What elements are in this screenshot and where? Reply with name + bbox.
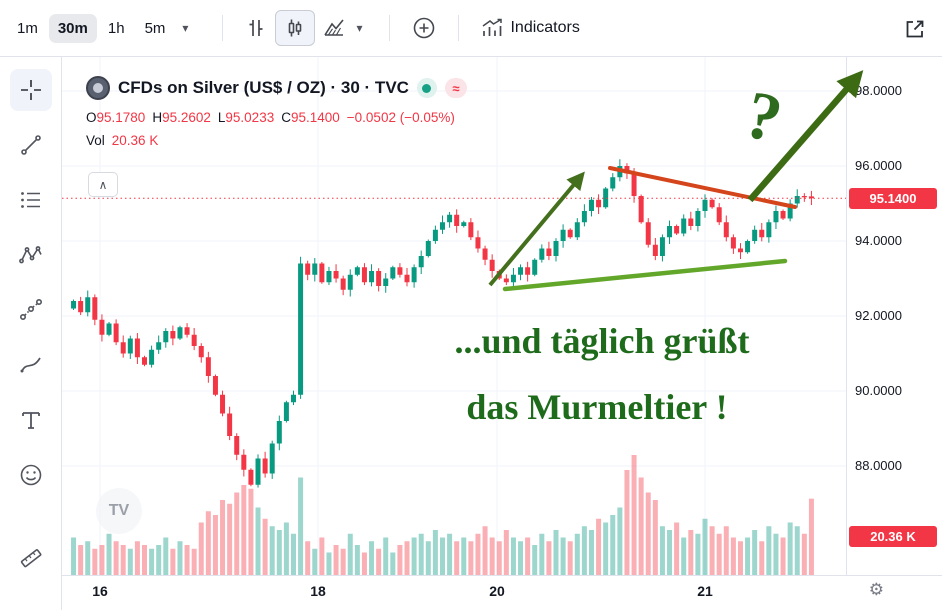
annotation-text-line2[interactable]: das Murmeltier ! — [466, 387, 727, 427]
current-volume-badge: 20.36 K — [849, 526, 937, 547]
current-price-badge: 95.1400 — [849, 188, 937, 209]
emoji-tool[interactable] — [10, 454, 52, 496]
price-label: 88.0000 — [855, 458, 902, 473]
symbol-logo-icon — [86, 76, 110, 100]
open-label: O — [86, 110, 97, 125]
smiley-icon — [20, 464, 41, 486]
low-label: L — [217, 110, 226, 125]
price-label: 98.0000 — [855, 83, 902, 98]
pattern-xabcd-tool[interactable] — [10, 234, 52, 276]
tradingview-logo-icon: TV — [108, 502, 130, 519]
volume-value: 20.36 K — [111, 133, 159, 148]
price-label: 90.0000 — [855, 383, 902, 398]
bar-style-button[interactable] — [237, 11, 275, 45]
chevron-up-icon: ∧ — [98, 177, 108, 192]
toolbar-separator — [389, 15, 391, 41]
crosshair-tool[interactable] — [9, 69, 52, 111]
annotation-resistance-trendline[interactable] — [608, 166, 797, 209]
change-value: −0.0502 (−0.05%) — [346, 110, 455, 125]
high-value: 95.2602 — [162, 110, 211, 125]
bars-style-icon — [249, 20, 263, 36]
crosshair-icon — [20, 80, 41, 100]
timeframe-5m-button[interactable]: 5m — [136, 14, 175, 43]
zigzag-pattern-icon — [18, 246, 42, 264]
market-status-badge[interactable] — [416, 78, 437, 98]
ohlc-row: O95.1780 H95.2602 L95.0233 C95.1400 −0.0… — [86, 110, 467, 125]
axis-settings-button[interactable]: ⚙ — [869, 580, 884, 600]
chart-legend: CFDs on Silver (US$ / OZ) · 30 · TVC ≈ O… — [86, 76, 467, 148]
price-label: 94.0000 — [855, 233, 902, 248]
volume-label: Vol — [86, 133, 105, 148]
time-axis[interactable]: 16 18 20 21 ⚙ — [62, 575, 942, 610]
time-label: 21 — [697, 583, 713, 599]
timeframe-30m-button[interactable]: 30m — [48, 13, 97, 43]
share-button[interactable] — [898, 12, 932, 49]
annotation-question-mark[interactable]: ? — [738, 75, 789, 157]
close-value: 95.1400 — [290, 110, 340, 125]
time-label: 18 — [310, 583, 326, 599]
fib-lines-tool[interactable] — [10, 179, 52, 221]
annotation-support-trendline[interactable] — [502, 258, 788, 292]
timeframe-chevron-down-icon[interactable]: ▾ — [176, 17, 194, 39]
trendline-tool[interactable] — [10, 124, 52, 166]
plus-circle-icon — [414, 17, 435, 39]
area-style-chevron-down-icon: ▾ — [356, 21, 363, 35]
high-label: H — [152, 110, 163, 125]
price-label: 96.0000 — [855, 158, 902, 173]
area-hatched-style-icon — [324, 19, 345, 36]
time-label: 16 — [92, 583, 108, 599]
price-label: 92.0000 — [855, 308, 902, 323]
timeframe-1m-button[interactable]: 1m — [8, 14, 47, 43]
add-symbol-button[interactable] — [404, 10, 444, 46]
dotted-projection-icon — [19, 298, 42, 320]
indicators-button[interactable]: Indicators — [473, 11, 586, 45]
volume-row: Vol 20.36 K — [86, 133, 467, 148]
open-value: 95.1780 — [96, 110, 146, 125]
text-icon — [21, 412, 40, 429]
volume-bars-layer — [71, 455, 814, 575]
close-label: C — [281, 110, 291, 125]
drawings-layer: ? ...und täglich grüßt das Murmeltier ! — [454, 70, 864, 427]
status-dot-icon — [422, 83, 432, 93]
ruler-icon — [20, 549, 41, 568]
toolbar-separator — [222, 15, 224, 41]
area-style-button[interactable]: ▾ — [315, 11, 375, 45]
brush-icon — [20, 357, 41, 373]
trendline-icon — [20, 135, 41, 155]
symbol-title[interactable]: CFDs on Silver (US$ / OZ) · 30 · TVC — [118, 78, 409, 97]
ruler-tool[interactable] — [10, 537, 52, 579]
prediction-tool[interactable] — [10, 289, 52, 331]
indicators-icon — [483, 18, 503, 36]
approx-price-badge[interactable]: ≈ — [444, 78, 467, 98]
time-label: 20 — [489, 583, 505, 599]
price-axis[interactable]: 98.0000 96.0000 94.0000 92.0000 90.0000 … — [847, 57, 942, 575]
annotation-arrow-up-small[interactable] — [488, 171, 585, 287]
low-value: 95.0233 — [225, 110, 275, 125]
toolbar-separator — [458, 15, 460, 41]
candles-style-icon — [289, 19, 302, 37]
brush-tool[interactable] — [10, 344, 52, 386]
external-link-icon — [906, 20, 924, 38]
price-axis-border — [846, 57, 847, 575]
gear-icon: ⚙ — [868, 580, 884, 599]
top-toolbar: 1m 30m 1h 5m ▾ ▾ — [0, 0, 942, 57]
candles-style-button[interactable] — [275, 10, 316, 46]
legend-collapse-button[interactable]: ∧ — [88, 172, 118, 197]
annotation-text-line1[interactable]: ...und täglich grüßt — [454, 321, 749, 361]
timeframe-1h-button[interactable]: 1h — [99, 14, 134, 43]
text-tool[interactable] — [10, 399, 52, 441]
chart-canvas[interactable]: ? ...und täglich grüßt das Murmeltier ! — [62, 57, 942, 575]
indicators-label: Indicators — [510, 19, 580, 36]
candles-layer — [71, 159, 814, 488]
horizontal-lines-icon — [20, 192, 40, 208]
tradingview-watermark-logo: TV — [96, 488, 142, 534]
annotation-arrow-up-big[interactable] — [747, 70, 864, 203]
left-drawing-toolbar — [0, 57, 62, 610]
